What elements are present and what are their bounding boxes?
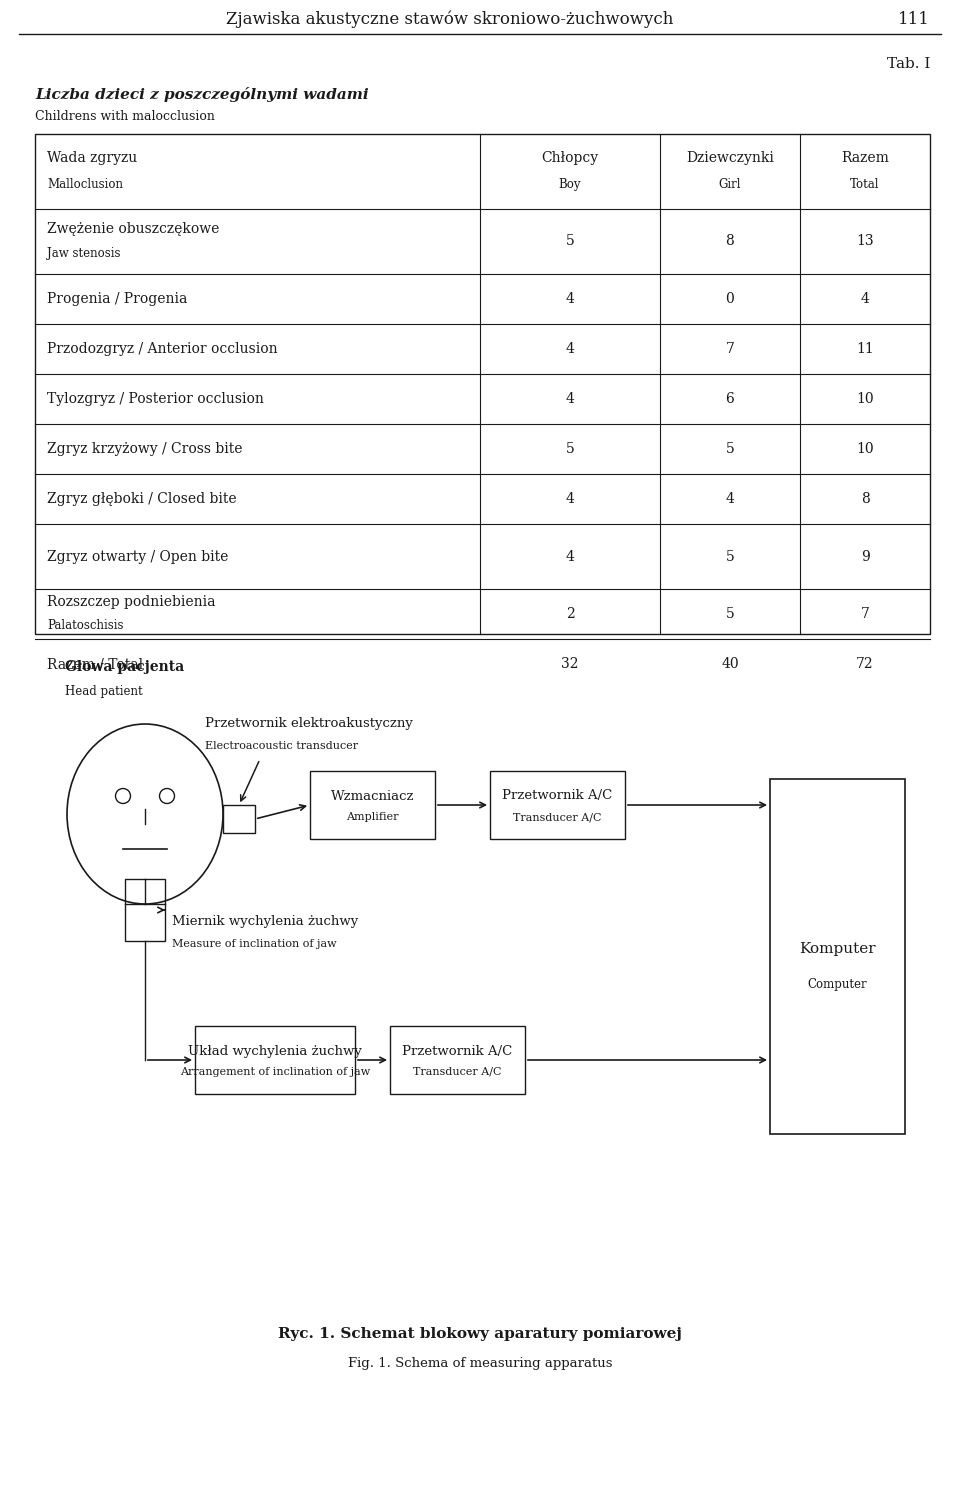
Text: Zgryz otwarty / Open bite: Zgryz otwarty / Open bite — [47, 549, 228, 563]
Text: 111: 111 — [899, 10, 930, 27]
Text: Przetwornik A/C: Przetwornik A/C — [402, 1044, 513, 1057]
Text: Zgryz głęboki / Closed bite: Zgryz głęboki / Closed bite — [47, 491, 236, 506]
Text: 10: 10 — [856, 392, 874, 406]
Text: 7: 7 — [726, 342, 734, 356]
Text: 5: 5 — [726, 608, 734, 621]
Text: 4: 4 — [565, 549, 574, 563]
Bar — [35, 134, 930, 634]
Text: Rozszczep podniebienia: Rozszczep podniebienia — [47, 596, 215, 609]
Text: Palatoschisis: Palatoschisis — [47, 619, 124, 633]
Text: Amplifier: Amplifier — [347, 812, 398, 822]
Text: Total: Total — [851, 179, 879, 191]
Text: Boy: Boy — [559, 179, 581, 191]
Text: 8: 8 — [860, 491, 870, 506]
Text: 4: 4 — [565, 342, 574, 356]
Bar — [310, 771, 435, 838]
Text: Transducer A/C: Transducer A/C — [514, 812, 602, 822]
Text: Razem: Razem — [841, 152, 889, 165]
Text: 5: 5 — [565, 442, 574, 456]
Bar — [195, 1026, 355, 1094]
Text: 11: 11 — [856, 342, 874, 356]
Text: 4: 4 — [565, 392, 574, 406]
Text: 5: 5 — [726, 442, 734, 456]
Text: 8: 8 — [726, 234, 734, 249]
Text: Jaw stenosis: Jaw stenosis — [47, 247, 121, 261]
Text: Liczba dzieci z poszczególnymi wadami: Liczba dzieci z poszczególnymi wadami — [35, 86, 369, 101]
Text: Zgryz krzyżowy / Cross bite: Zgryz krzyżowy / Cross bite — [47, 442, 243, 456]
Text: Ryc. 1. Schemat blokowy aparatury pomiarowej: Ryc. 1. Schemat blokowy aparatury pomiar… — [278, 1327, 682, 1342]
Bar — [490, 771, 625, 838]
Text: 4: 4 — [565, 292, 574, 307]
Text: Przetwornik elektroakustyczny: Przetwornik elektroakustyczny — [205, 718, 413, 731]
Text: Zwężenie obuszczękowe: Zwężenie obuszczękowe — [47, 222, 220, 237]
Text: Wada zgryzu: Wada zgryzu — [47, 152, 137, 165]
Text: 4: 4 — [565, 491, 574, 506]
Text: 40: 40 — [721, 657, 739, 672]
Text: 5: 5 — [726, 549, 734, 563]
Text: Miernik wychylenia żuchwy: Miernik wychylenia żuchwy — [172, 916, 358, 929]
Text: Przetwornik A/C: Przetwornik A/C — [502, 789, 612, 803]
Text: Dziewczynki: Dziewczynki — [686, 152, 774, 165]
Text: 6: 6 — [726, 392, 734, 406]
Text: 7: 7 — [860, 608, 870, 621]
Text: Progenia / Progenia: Progenia / Progenia — [47, 292, 187, 307]
Bar — [390, 1026, 525, 1094]
Text: Razem / Total: Razem / Total — [47, 657, 143, 672]
Text: 4: 4 — [726, 491, 734, 506]
Text: Arrangement of inclination of jaw: Arrangement of inclination of jaw — [180, 1068, 371, 1077]
Text: Childrens with malocclusion: Childrens with malocclusion — [35, 110, 215, 124]
Bar — [223, 806, 255, 832]
Text: Fig. 1. Schema of measuring apparatus: Fig. 1. Schema of measuring apparatus — [348, 1358, 612, 1370]
Text: 4: 4 — [860, 292, 870, 307]
Text: 9: 9 — [860, 549, 870, 563]
Text: Zjawiska akustyczne stawów skroniowo-żuchwowych: Zjawiska akustyczne stawów skroniowo-żuc… — [227, 10, 674, 28]
Text: 32: 32 — [562, 657, 579, 672]
Text: Transducer A/C: Transducer A/C — [413, 1068, 502, 1077]
Text: 72: 72 — [856, 657, 874, 672]
Text: 5: 5 — [565, 234, 574, 249]
Text: Wzmacniacz: Wzmacniacz — [331, 789, 415, 803]
Text: 2: 2 — [565, 608, 574, 621]
Text: Głowa pacjenta: Głowa pacjenta — [65, 660, 184, 675]
Text: Malloclusion: Malloclusion — [47, 179, 123, 191]
Text: Przodozgryz / Anterior occlusion: Przodozgryz / Anterior occlusion — [47, 342, 277, 356]
Text: Computer: Computer — [807, 978, 867, 992]
Text: 0: 0 — [726, 292, 734, 307]
Text: Chłopcy: Chłopcy — [541, 152, 599, 165]
Text: 13: 13 — [856, 234, 874, 249]
Text: Electroacoustic transducer: Electroacoustic transducer — [205, 742, 358, 750]
Text: 10: 10 — [856, 442, 874, 456]
Text: Tab. I: Tab. I — [887, 57, 930, 71]
Text: Komputer: Komputer — [799, 943, 876, 956]
Bar — [770, 779, 905, 1135]
Text: Measure of inclination of jaw: Measure of inclination of jaw — [172, 940, 337, 948]
Bar — [125, 879, 165, 941]
Text: Tylozgryz / Posterior occlusion: Tylozgryz / Posterior occlusion — [47, 392, 264, 406]
Text: Girl: Girl — [719, 179, 741, 191]
Text: Układ wychylenia żuchwy: Układ wychylenia żuchwy — [188, 1044, 362, 1057]
Text: Head patient: Head patient — [65, 685, 143, 697]
